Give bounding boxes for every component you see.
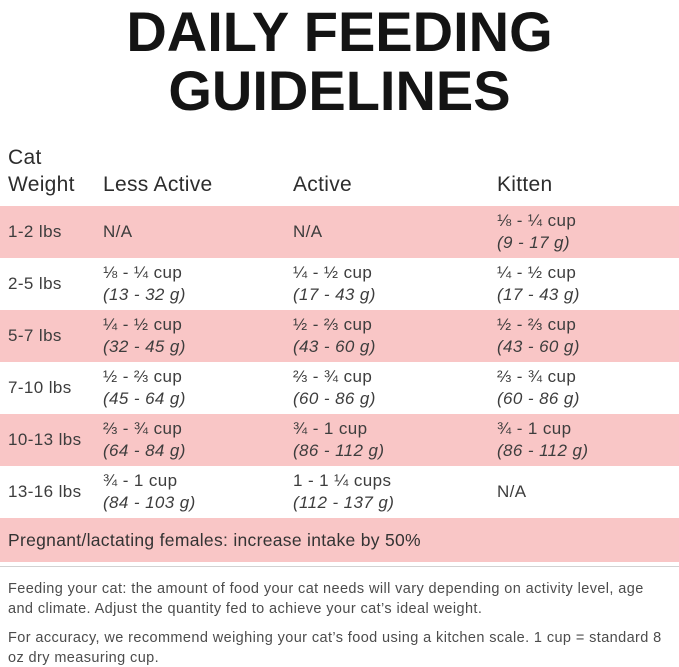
- serving-cell-kitten: ¼ - ½ cup (17 - 43 g): [497, 262, 671, 306]
- cups-text: 1 - 1 ¼ cups: [293, 471, 392, 490]
- cups-text: ¼ - ½ cup: [293, 263, 373, 282]
- grams-text: (45 - 64 g): [103, 389, 186, 408]
- grams-text: (17 - 43 g): [293, 285, 376, 304]
- cups-text: ⅛ - ¼ cup: [497, 211, 577, 230]
- serving-cell-active: ¼ - ½ cup (17 - 43 g): [293, 262, 497, 306]
- grams-text: (64 - 84 g): [103, 441, 186, 460]
- table-body: 1-2 lbs N/A N/A ⅛ - ¼ cup (9 - 17 g) 2-5…: [0, 206, 679, 518]
- cups-text: ⅔ - ¾ cup: [497, 367, 577, 386]
- grams-text: (43 - 60 g): [497, 337, 580, 356]
- serving-cell-less-active: ¾ - 1 cup (84 - 103 g): [103, 470, 293, 514]
- cups-text: ¾ - 1 cup: [293, 419, 368, 438]
- table-row: 2-5 lbs ⅛ - ¼ cup (13 - 32 g) ¼ - ½ cup …: [0, 258, 679, 310]
- cups-text: ⅛ - ¼ cup: [103, 263, 183, 282]
- pregnant-lactating-note: Pregnant/lactating females: increase int…: [0, 518, 679, 562]
- grams-text: (86 - 112 g): [293, 441, 385, 460]
- divider-line: [0, 566, 679, 567]
- grams-text: (9 - 17 g): [497, 233, 570, 252]
- cups-text: ⅔ - ¾ cup: [293, 367, 373, 386]
- col-header-kitten: Kitten: [497, 173, 553, 196]
- col-header-cat-weight: Cat Weight: [8, 146, 75, 196]
- serving-cell-less-active: ¼ - ½ cup (32 - 45 g): [103, 314, 293, 358]
- cups-text: N/A: [293, 222, 323, 241]
- note-paragraph: For accuracy, we recommend weighing your…: [8, 630, 662, 666]
- serving-cell-less-active: ⅛ - ¼ cup (13 - 32 g): [103, 262, 293, 306]
- serving-cell-less-active: N/A: [103, 221, 293, 243]
- cups-text: ⅔ - ¾ cup: [103, 419, 183, 438]
- cups-text: ¼ - ½ cup: [103, 315, 183, 334]
- page-title-line-1: DAILY FEEDING: [126, 0, 553, 63]
- serving-cell-less-active: ⅔ - ¾ cup (64 - 84 g): [103, 418, 293, 462]
- grams-text: (13 - 32 g): [103, 285, 186, 304]
- weight-cell: 10-13 lbs: [8, 430, 82, 449]
- page-title-line-2: GUIDELINES: [168, 59, 511, 122]
- grams-text: (43 - 60 g): [293, 337, 376, 356]
- col-header-active: Active: [293, 173, 352, 196]
- note-paragraph: Feeding your cat: the amount of food you…: [8, 581, 644, 617]
- serving-cell-active: ½ - ⅔ cup (43 - 60 g): [293, 314, 497, 358]
- serving-cell-active: N/A: [293, 221, 497, 243]
- cups-text: ¼ - ½ cup: [497, 263, 577, 282]
- grams-text: (60 - 86 g): [497, 389, 580, 408]
- cups-text: ½ - ⅔ cup: [293, 315, 373, 334]
- cups-text: ¾ - 1 cup: [497, 419, 572, 438]
- serving-cell-kitten: ½ - ⅔ cup (43 - 60 g): [497, 314, 671, 358]
- weight-cell: 13-16 lbs: [8, 482, 82, 501]
- cups-text: ½ - ⅔ cup: [497, 315, 577, 334]
- page-title: DAILY FEEDING GUIDELINES: [0, 0, 679, 120]
- table-row: 1-2 lbs N/A N/A ⅛ - ¼ cup (9 - 17 g): [0, 206, 679, 258]
- cups-text: N/A: [103, 222, 133, 241]
- serving-cell-active: ⅔ - ¾ cup (60 - 86 g): [293, 366, 497, 410]
- grams-text: (84 - 103 g): [103, 493, 196, 512]
- weight-cell: 1-2 lbs: [8, 222, 62, 241]
- col-header-less-active: Less Active: [103, 173, 213, 196]
- cups-text: ½ - ⅔ cup: [103, 367, 183, 386]
- weight-cell: 2-5 lbs: [8, 274, 62, 293]
- cups-text: ¾ - 1 cup: [103, 471, 178, 490]
- footer-notes: Feeding your cat: the amount of food you…: [0, 567, 679, 667]
- weight-cell: 7-10 lbs: [8, 378, 72, 397]
- grams-text: (17 - 43 g): [497, 285, 580, 304]
- cups-text: N/A: [497, 482, 527, 501]
- grams-text: (112 - 137 g): [293, 493, 395, 512]
- serving-cell-active: 1 - 1 ¼ cups (112 - 137 g): [293, 470, 497, 514]
- serving-cell-kitten: ¾ - 1 cup (86 - 112 g): [497, 418, 671, 462]
- serving-cell-kitten: N/A: [497, 481, 671, 503]
- table-row: 13-16 lbs ¾ - 1 cup (84 - 103 g) 1 - 1 ¼…: [0, 466, 679, 518]
- grams-text: (32 - 45 g): [103, 337, 186, 356]
- table-row: 7-10 lbs ½ - ⅔ cup (45 - 64 g) ⅔ - ¾ cup…: [0, 362, 679, 414]
- table-row: 10-13 lbs ⅔ - ¾ cup (64 - 84 g) ¾ - 1 cu…: [0, 414, 679, 466]
- table-row: 5-7 lbs ¼ - ½ cup (32 - 45 g) ½ - ⅔ cup …: [0, 310, 679, 362]
- serving-cell-active: ¾ - 1 cup (86 - 112 g): [293, 418, 497, 462]
- serving-cell-less-active: ½ - ⅔ cup (45 - 64 g): [103, 366, 293, 410]
- grams-text: (60 - 86 g): [293, 389, 376, 408]
- serving-cell-kitten: ⅛ - ¼ cup (9 - 17 g): [497, 210, 671, 254]
- serving-cell-kitten: ⅔ - ¾ cup (60 - 86 g): [497, 366, 671, 410]
- table-header: Cat Weight Less Active Active Kitten: [0, 142, 679, 198]
- grams-text: (86 - 112 g): [497, 441, 589, 460]
- weight-cell: 5-7 lbs: [8, 326, 62, 345]
